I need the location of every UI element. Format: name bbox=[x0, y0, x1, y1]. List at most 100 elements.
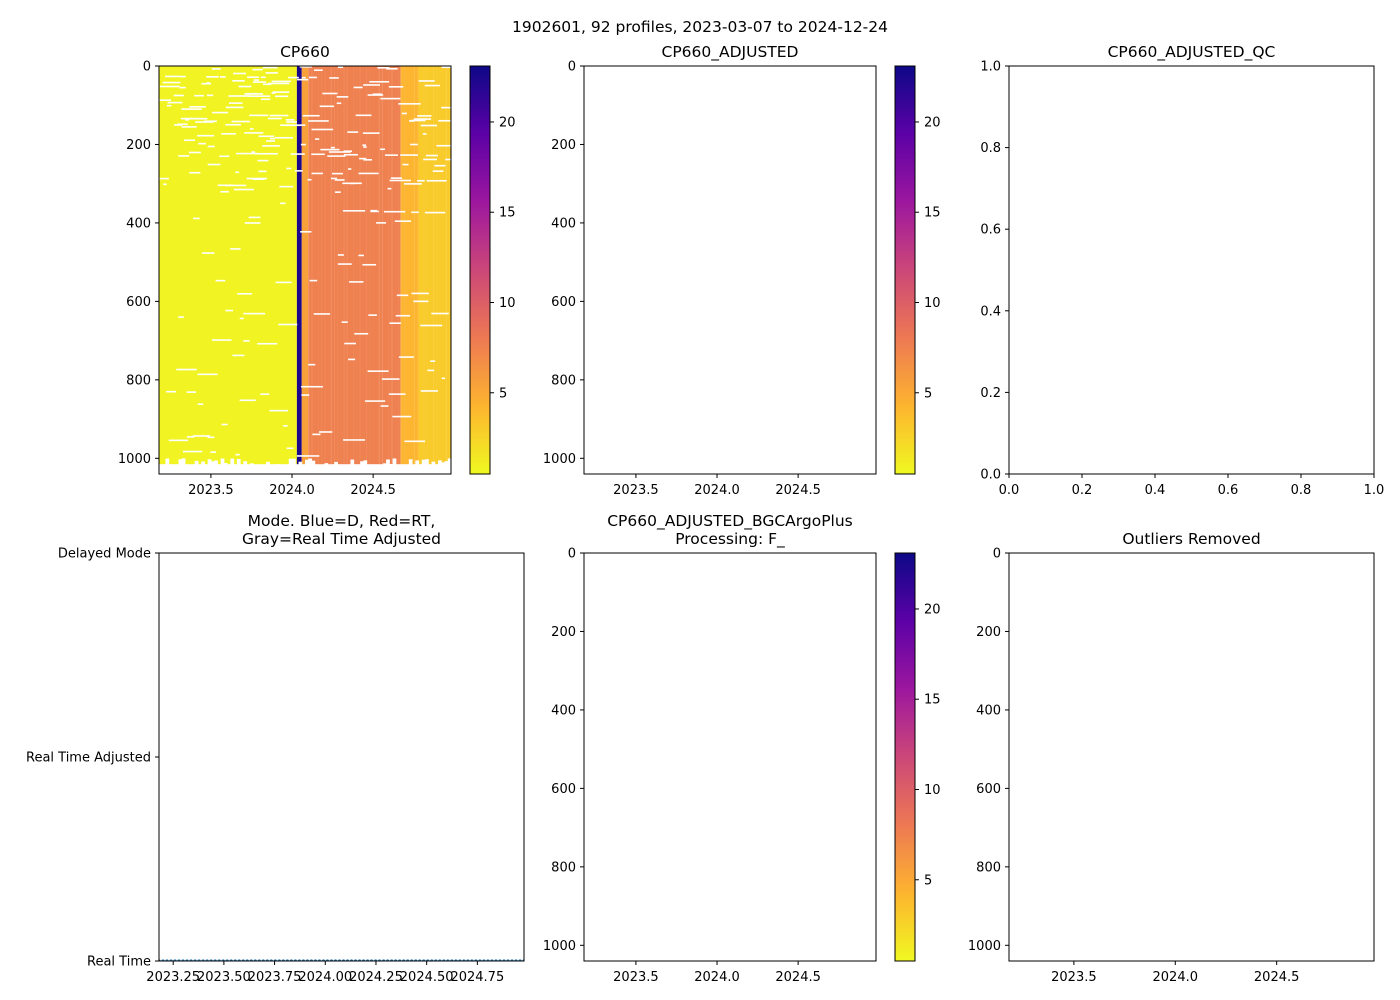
heatmap-edge bbox=[175, 467, 179, 474]
heatmap-gap bbox=[221, 133, 236, 135]
x-tick-label: 2023.75 bbox=[248, 970, 302, 985]
heatmap-edge bbox=[285, 469, 290, 474]
heatmap-gap bbox=[189, 106, 206, 108]
heatmap-gap bbox=[248, 95, 271, 97]
heatmap-edge bbox=[301, 468, 306, 474]
axes-frame bbox=[158, 65, 452, 475]
heatmap-cells bbox=[159, 66, 451, 474]
heatmap-edge bbox=[243, 461, 248, 474]
heatmap-edge bbox=[366, 466, 371, 474]
heatmap-gap bbox=[271, 80, 292, 83]
heatmap-gap bbox=[431, 312, 449, 315]
heatmap-gap bbox=[165, 75, 179, 78]
heatmap-edge bbox=[236, 458, 241, 474]
heatmap-gap bbox=[380, 97, 401, 100]
heatmap-gap bbox=[400, 154, 418, 156]
heatmap-gap bbox=[244, 132, 264, 134]
heatmap-gap bbox=[390, 177, 403, 179]
heatmap-streak bbox=[356, 66, 357, 464]
heatmap-gap bbox=[376, 222, 387, 224]
y-tick-label: 1000 bbox=[118, 452, 151, 467]
heatmap-gap bbox=[244, 222, 261, 224]
heatmap-edge bbox=[389, 464, 394, 474]
heatmap-gap bbox=[183, 139, 196, 142]
heatmap-edge bbox=[188, 468, 192, 474]
heatmap-gap bbox=[211, 339, 232, 341]
heatmap-gap bbox=[311, 153, 325, 156]
x-tick-label: 2024.0 bbox=[694, 970, 740, 985]
heatmap-gap bbox=[192, 217, 200, 220]
heatmap-gap bbox=[230, 248, 241, 250]
heatmap-gap bbox=[228, 95, 251, 97]
heatmap-gap bbox=[363, 84, 380, 86]
heatmap-region bbox=[400, 66, 419, 465]
heatmap-gap bbox=[162, 81, 181, 84]
heatmap-gap bbox=[280, 124, 288, 127]
heatmap-gap bbox=[239, 317, 244, 320]
heatmap-gap bbox=[301, 76, 306, 79]
heatmap-gap bbox=[236, 152, 258, 155]
colorbar-tick-label: 5 bbox=[924, 873, 932, 888]
heatmap-edge bbox=[240, 467, 244, 474]
heatmap-gap bbox=[309, 279, 318, 282]
x-tick-label: 2024.0 bbox=[1153, 970, 1199, 985]
heatmap-gap bbox=[262, 66, 278, 69]
heatmap-streak bbox=[426, 66, 428, 465]
heatmap-gap bbox=[402, 163, 409, 166]
heatmap-streak bbox=[388, 66, 390, 465]
heatmap-gap bbox=[334, 179, 345, 181]
heatmap-gap bbox=[311, 128, 334, 131]
heatmap-gap bbox=[198, 142, 206, 145]
heatmap-edge bbox=[438, 460, 442, 474]
heatmap-gap bbox=[313, 313, 331, 315]
heatmap-gap bbox=[416, 179, 425, 182]
heatmap-gap bbox=[207, 436, 215, 439]
heatmap-edge bbox=[168, 464, 173, 474]
axes-frame bbox=[1008, 552, 1375, 962]
y-tick-label: 800 bbox=[976, 860, 1001, 875]
heatmap-gap bbox=[167, 101, 183, 104]
heatmap-edge bbox=[431, 461, 436, 474]
heatmap-gap bbox=[252, 68, 263, 71]
colorbar-frame bbox=[894, 552, 916, 962]
y-tick-label: 0.4 bbox=[980, 304, 1001, 319]
y-tick-label: 600 bbox=[551, 295, 576, 310]
heatmap-gap bbox=[341, 321, 348, 323]
heatmap-streak bbox=[413, 66, 416, 465]
heatmap-gap bbox=[260, 98, 271, 101]
heatmap-gap bbox=[286, 121, 297, 123]
heatmap-gap bbox=[233, 188, 254, 191]
heatmap-gap bbox=[354, 332, 369, 335]
colorbar: 5 10 15 20 bbox=[894, 65, 941, 475]
heatmap-region bbox=[159, 66, 297, 465]
heatmap-edge bbox=[369, 465, 374, 474]
x-tick-label: 2023.5 bbox=[1051, 970, 1097, 985]
heatmap-gap bbox=[388, 393, 406, 395]
heatmap-edge bbox=[356, 468, 361, 474]
heatmap-edge bbox=[324, 463, 329, 474]
heatmap-gap bbox=[258, 135, 275, 138]
heatmap-gap bbox=[422, 133, 427, 135]
heatmap-streak bbox=[385, 66, 386, 464]
heatmap-streak bbox=[445, 66, 448, 465]
colorbar-gradient bbox=[470, 66, 490, 474]
heatmap-gap bbox=[367, 370, 389, 372]
heatmap-gap bbox=[238, 85, 252, 88]
heatmap-edge bbox=[249, 463, 254, 474]
heatmap-gap bbox=[358, 254, 364, 257]
heatmap-gap bbox=[201, 252, 215, 254]
heatmap-gap bbox=[347, 168, 352, 170]
heatmap-gap bbox=[312, 433, 321, 436]
heatmap-gap bbox=[336, 96, 349, 98]
heatmap-gap bbox=[178, 155, 190, 157]
heatmap-gap bbox=[286, 124, 301, 127]
subplot-title-line: Gray=Real Time Adjusted bbox=[242, 530, 441, 548]
heatmap-gap bbox=[355, 114, 372, 117]
heatmap-gap bbox=[225, 106, 244, 109]
heatmap-streak bbox=[381, 66, 384, 465]
heatmap-gap bbox=[231, 120, 251, 123]
heatmap-edge bbox=[181, 458, 186, 474]
axes-frame bbox=[1008, 65, 1375, 475]
subplot-6: 2023.5 2024.0 2024.5 0 200 400 600 800 1000 Outli… bbox=[968, 530, 1375, 985]
heatmap-gap bbox=[380, 405, 389, 407]
